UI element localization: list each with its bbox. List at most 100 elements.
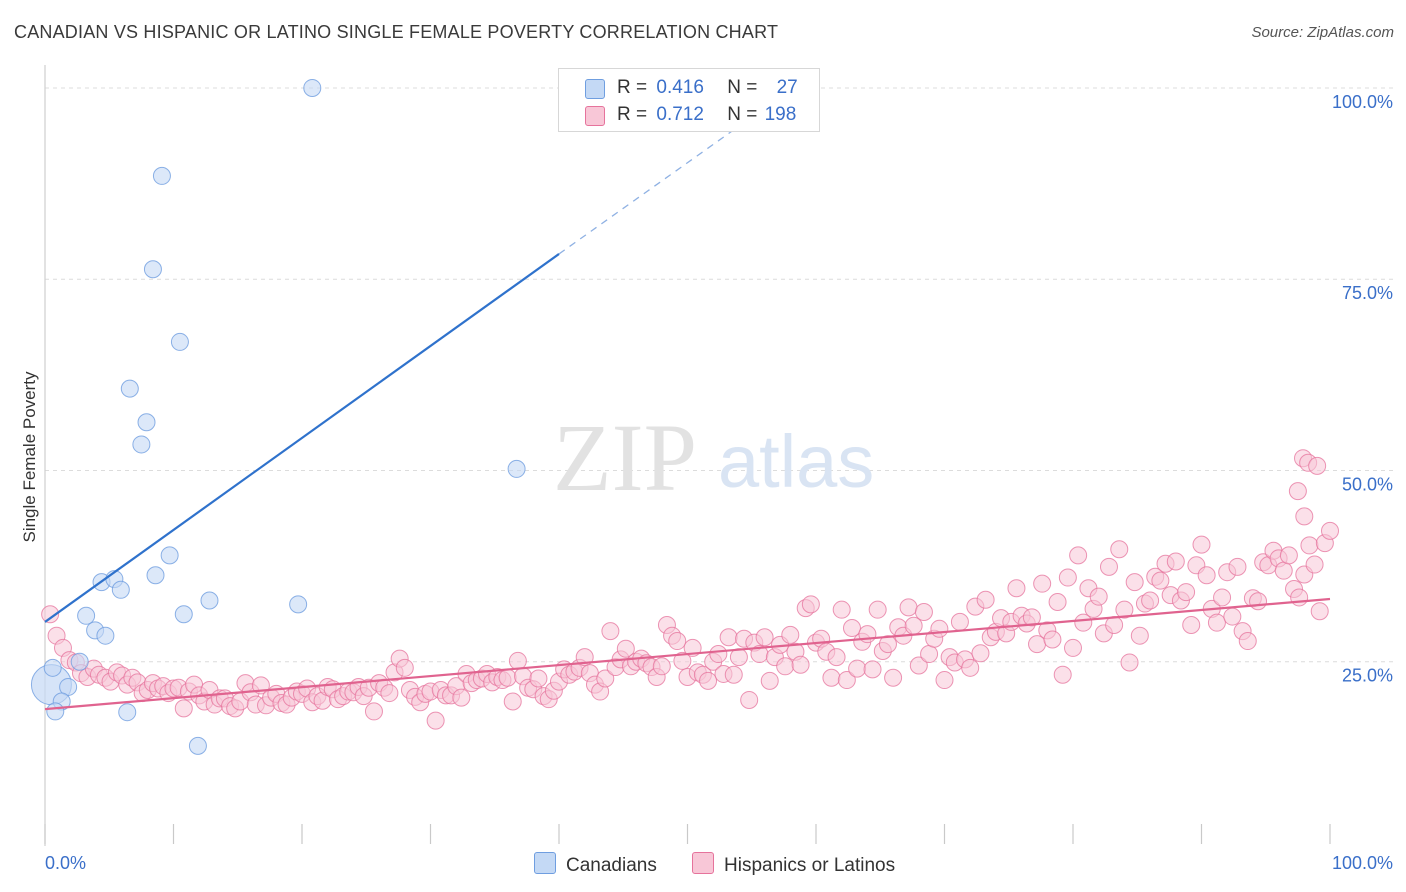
hispanics-point xyxy=(529,669,548,688)
hispanics-point xyxy=(961,658,980,677)
hispanics-point xyxy=(1288,482,1307,501)
hispanics-swatch xyxy=(585,106,605,126)
hispanics-point xyxy=(776,657,795,676)
hispanics-point xyxy=(1069,546,1088,565)
hispanics-point xyxy=(1125,573,1144,592)
hispanics-point xyxy=(575,648,594,667)
hispanics-point xyxy=(601,622,620,641)
hispanics-point xyxy=(1058,568,1077,587)
y-axis-label: Single Female Poverty xyxy=(20,371,39,543)
hispanics-point xyxy=(724,665,743,684)
hispanics-point xyxy=(971,644,990,663)
chart-title: CANADIAN VS HISPANIC OR LATINO SINGLE FE… xyxy=(14,22,779,42)
hispanics-point xyxy=(1213,588,1232,607)
r-label: R = xyxy=(617,77,648,98)
canadians-point xyxy=(170,332,189,351)
hispanics-point xyxy=(822,668,841,687)
hispanics-point xyxy=(863,660,882,679)
canadians-point xyxy=(120,379,139,398)
canadians-point xyxy=(111,580,130,599)
hispanics-point xyxy=(976,590,995,609)
canadians-point xyxy=(132,435,151,454)
canadians-point xyxy=(118,703,137,722)
hispanics-point xyxy=(837,671,856,690)
watermark-zip: ZIP xyxy=(553,404,697,511)
hispanics-legend-label: Hispanics or Latinos xyxy=(724,855,896,876)
hispanics-point xyxy=(1048,593,1067,612)
canadians-point xyxy=(137,413,156,432)
hispanics-point xyxy=(1099,557,1118,576)
canadians-point xyxy=(152,166,171,185)
y-tick-label: 25.0% xyxy=(1342,666,1393,686)
n-value-canadians: 27 xyxy=(776,77,798,98)
hispanics-point xyxy=(842,619,861,638)
hispanics-point xyxy=(616,639,635,658)
hispanics-point xyxy=(426,711,445,730)
hispanics-point xyxy=(899,598,918,617)
hispanics-point xyxy=(503,692,522,711)
hispanics-point xyxy=(760,671,779,690)
hispanics-point xyxy=(848,659,867,678)
hispanics-point xyxy=(1151,571,1170,590)
hispanics-point xyxy=(1274,561,1293,580)
n-value-hispanics: 198 xyxy=(764,104,797,125)
hispanics-point xyxy=(832,600,851,619)
canadians-point xyxy=(303,78,322,97)
hispanics-point xyxy=(1192,535,1211,554)
y-tick-label: 75.0% xyxy=(1342,283,1393,303)
legend-item-hispanics[interactable]: Hispanics or Latinos xyxy=(692,852,895,877)
hispanics-point xyxy=(1089,587,1108,606)
watermark: ZIP atlas xyxy=(553,404,874,511)
hispanics-point xyxy=(1321,521,1339,540)
hispanics-point xyxy=(1166,552,1185,571)
r-value-canadians: 0.416 xyxy=(656,77,704,98)
canadians-point xyxy=(188,736,207,755)
canadians-point xyxy=(146,566,165,585)
hispanics-point xyxy=(1115,600,1134,619)
hispanics-point xyxy=(1177,583,1196,602)
canadians-point xyxy=(96,626,115,645)
hispanics-point xyxy=(781,625,800,644)
hispanics-point xyxy=(801,595,820,614)
hispanics-point xyxy=(878,635,897,654)
grid-lines xyxy=(45,87,1395,663)
hispanics-point xyxy=(1249,592,1268,611)
hispanics-point xyxy=(950,612,969,631)
hispanics-point xyxy=(673,651,692,670)
hispanics-point xyxy=(596,669,615,688)
hispanics-point xyxy=(380,684,399,703)
hispanics-point xyxy=(1043,630,1062,649)
hispanics-point xyxy=(699,671,718,690)
hispanics-point xyxy=(364,702,383,721)
hispanics-point xyxy=(174,699,193,718)
canadians-point xyxy=(46,702,65,721)
canadians-point xyxy=(507,459,526,478)
hispanics-point xyxy=(1074,613,1093,632)
canadians-point xyxy=(43,658,62,677)
canadians-points xyxy=(30,78,526,755)
hispanics-point xyxy=(1295,507,1314,526)
tick-labels: 25.0% 50.0% 75.0% 100.0% 0.0% 100.0% xyxy=(45,92,1393,873)
canadians-point xyxy=(289,595,308,614)
hispanics-point xyxy=(1290,588,1309,607)
source-credit[interactable]: Source: ZipAtlas.com xyxy=(1251,24,1394,41)
canadians-trend-line xyxy=(44,253,560,623)
legend-item-canadians[interactable]: Canadians xyxy=(534,852,657,877)
hispanics-point xyxy=(827,648,846,667)
hispanics-point xyxy=(755,628,774,647)
x-tick-label: 100.0% xyxy=(1332,853,1393,873)
hispanics-point xyxy=(1022,608,1041,627)
trend-lines xyxy=(44,125,1331,711)
hispanics-point xyxy=(498,668,517,687)
canadians-point xyxy=(200,591,219,610)
hispanics-point xyxy=(395,658,414,677)
y-tick-label: 50.0% xyxy=(1342,474,1393,494)
hispanics-point xyxy=(1300,536,1319,555)
watermark-atlas: atlas xyxy=(718,420,874,503)
hispanics-point xyxy=(935,671,954,690)
canadians-legend-label: Canadians xyxy=(566,855,657,876)
hispanics-point xyxy=(1110,540,1129,559)
hispanics-point xyxy=(1130,626,1149,645)
hispanics-point xyxy=(1238,632,1257,651)
